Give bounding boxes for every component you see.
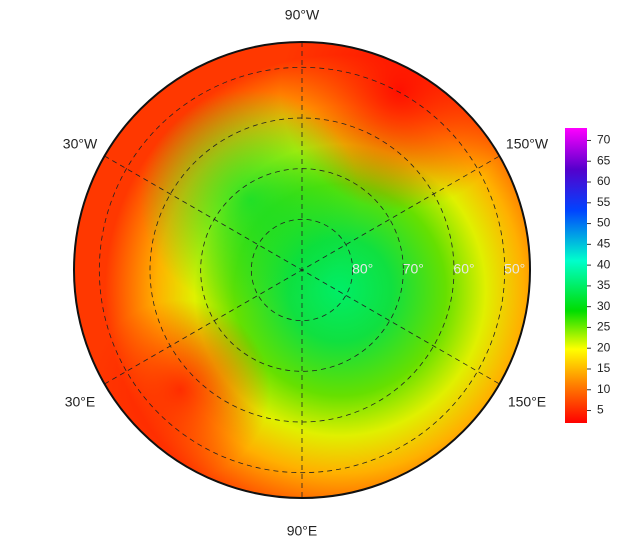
latitude-label: 70° [403, 261, 424, 277]
latitude-circle [149, 117, 455, 423]
latitude-label: 60° [453, 261, 474, 277]
map-border [73, 41, 531, 499]
latitude-label: 80° [352, 261, 373, 277]
colorbar-tick-label: 15 [597, 361, 611, 375]
colorbar-tick-label: 30 [597, 299, 611, 313]
colorbar-tick-label: 55 [597, 195, 611, 209]
colorbar-tick-label: 50 [597, 216, 611, 230]
colorbar-tick-label: 40 [597, 257, 611, 271]
latitude-circle [200, 168, 404, 372]
colorbar-tick-label: 65 [597, 153, 611, 167]
longitude-label: 90°E [287, 523, 318, 539]
longitude-label: 150°W [506, 136, 549, 152]
longitude-label: 90°W [285, 7, 320, 23]
colorbar-tick-label: 45 [597, 237, 611, 251]
graticule [98, 42, 506, 498]
colorbar-tick-label: 10 [597, 382, 611, 396]
colorbar-tick-label: 20 [597, 340, 611, 354]
longitude-label: 30°E [65, 394, 96, 410]
latitude-circle [98, 66, 506, 474]
latitude-label: 50° [504, 261, 525, 277]
colorbar-tick-label: 25 [597, 320, 611, 334]
latitude-circle [250, 218, 354, 322]
colorbar [565, 128, 587, 423]
colorbar-tick-label: 5 [597, 403, 604, 417]
colorbar-tick-label: 70 [597, 133, 611, 147]
longitude-label: 30°W [63, 136, 98, 152]
colorbar-tick-label: 35 [597, 278, 611, 292]
longitude-label: 150°E [508, 394, 546, 410]
colorbar-tick-label: 60 [597, 174, 611, 188]
